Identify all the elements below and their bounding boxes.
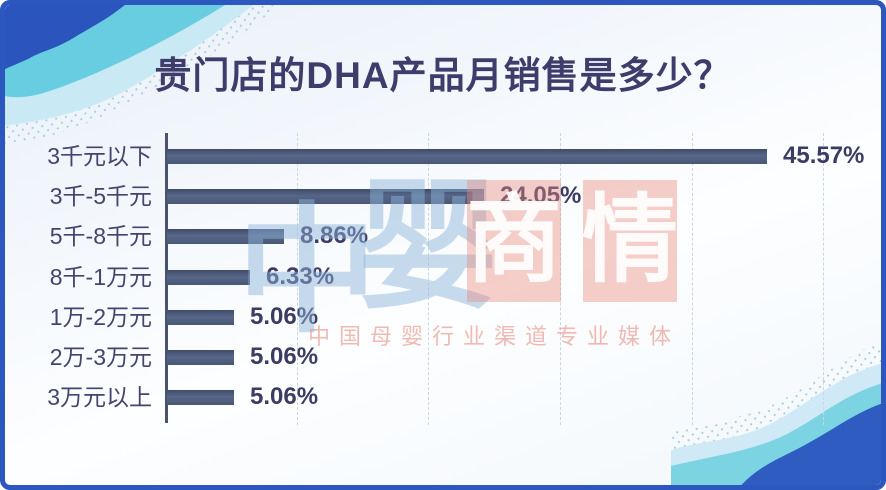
category-axis-line (165, 133, 168, 423)
value-label: 6.33% (266, 262, 335, 290)
bar (167, 390, 234, 406)
bar (167, 269, 250, 285)
value-label: 45.57% (783, 142, 865, 169)
bar-chart-plot-area: 3千元以下 45.57% 3千-5千元 24.05% 5千-8千元 8.86% 8千-1万元… (5, 5, 881, 485)
category-label: 1万-2万元 (49, 303, 152, 330)
category-label: 3万元以上 (47, 384, 152, 411)
category-label: 8千-1万元 (49, 263, 152, 290)
category-label: 2万-3万元 (49, 344, 152, 370)
bar (167, 350, 234, 365)
gridline-40pct (691, 133, 693, 425)
gridline-30pct (559, 133, 561, 425)
value-label: 5.06% (250, 343, 319, 370)
bar (167, 189, 484, 205)
category-label: 3千元以下 (47, 143, 152, 169)
gridline-50pct (823, 133, 825, 425)
gridline-20pct (428, 133, 430, 425)
category-label: 5千-8千元 (49, 223, 152, 250)
bar (167, 149, 767, 164)
value-label: 8.86% (300, 222, 369, 250)
value-label: 5.06% (250, 302, 319, 330)
chart-title: 贵门店的DHA产品月销售是多少？ (154, 55, 732, 96)
category-label: 3千-5千元 (49, 183, 152, 210)
value-label: 5.06% (250, 383, 319, 411)
value-label: 24.05% (500, 182, 582, 210)
bar (167, 309, 234, 325)
bar (167, 229, 284, 245)
gridline-10pct (296, 133, 298, 425)
